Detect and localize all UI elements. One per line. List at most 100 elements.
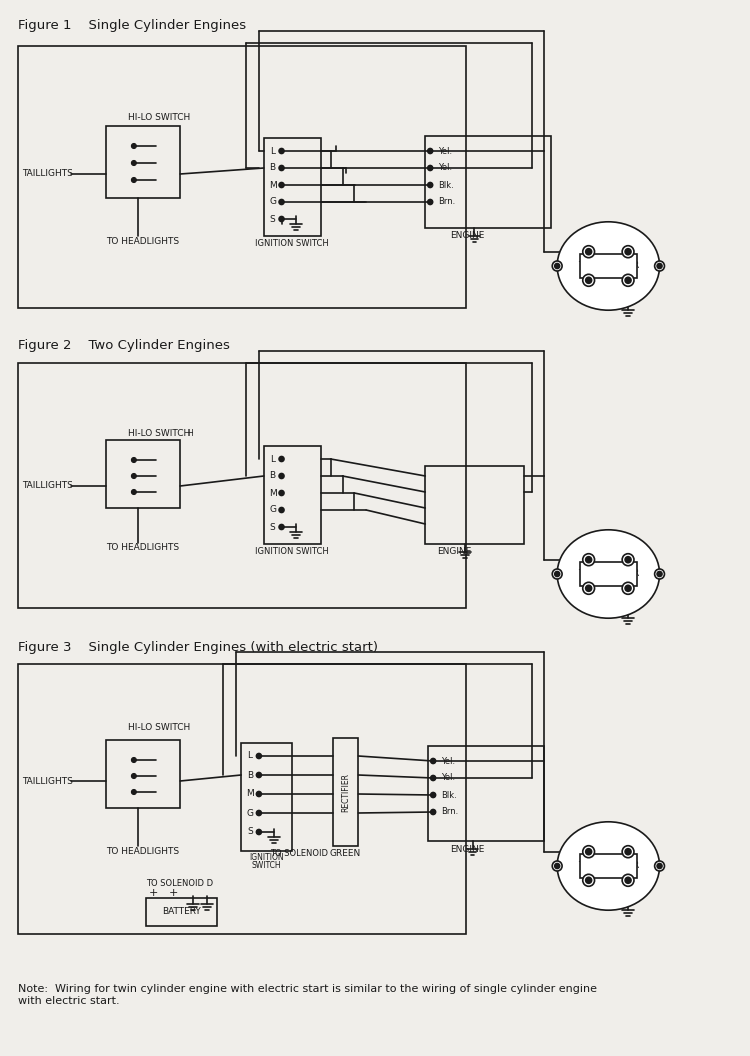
Circle shape	[586, 278, 592, 283]
Text: D: D	[586, 863, 592, 871]
Bar	[18, 46, 466, 308]
Text: Yel.: Yel.	[438, 147, 452, 155]
Text: M: M	[246, 790, 254, 798]
Circle shape	[256, 830, 261, 834]
Circle shape	[279, 166, 284, 170]
Circle shape	[552, 261, 562, 271]
Text: +: +	[169, 888, 178, 898]
Text: B: B	[269, 164, 276, 172]
Circle shape	[279, 216, 284, 222]
Text: C: C	[626, 262, 631, 271]
Ellipse shape	[557, 222, 659, 310]
Text: TACHOMETER: TACHOMETER	[578, 569, 639, 579]
Circle shape	[131, 473, 136, 478]
Circle shape	[586, 849, 592, 854]
Text: Figure 3    Single Cylinder Engines (with electric start): Figure 3 Single Cylinder Engines (with e…	[18, 641, 378, 655]
Text: S: S	[248, 828, 253, 836]
Text: TAILLIGHTS: TAILLIGHTS	[22, 170, 73, 178]
Text: D: D	[586, 262, 592, 271]
Circle shape	[430, 792, 436, 797]
Circle shape	[279, 525, 284, 529]
Circle shape	[657, 264, 662, 268]
Circle shape	[657, 571, 662, 577]
Text: GREEN: GREEN	[330, 849, 362, 859]
Text: A: A	[586, 569, 592, 578]
Text: IGNITION SWITCH: IGNITION SWITCH	[256, 240, 329, 248]
Text: L: L	[248, 752, 253, 760]
Text: M: M	[268, 489, 277, 497]
Circle shape	[625, 878, 631, 883]
Text: Brn.: Brn.	[438, 197, 455, 207]
Circle shape	[622, 582, 634, 595]
Bar	[264, 446, 321, 544]
Circle shape	[622, 553, 634, 566]
Text: B: B	[626, 261, 631, 269]
Bar	[580, 254, 637, 278]
Text: B: B	[626, 569, 631, 578]
Circle shape	[583, 275, 595, 286]
Circle shape	[131, 773, 136, 778]
Text: Note:  Wiring for twin cylinder engine with electric start is similar to the wir: Note: Wiring for twin cylinder engine wi…	[18, 984, 597, 1005]
Text: B: B	[269, 471, 276, 480]
Text: TAILLIGHTS: TAILLIGHTS	[22, 776, 73, 786]
Text: SWITCH: SWITCH	[252, 862, 281, 870]
Text: RECTIFIER: RECTIFIER	[341, 773, 350, 811]
Text: G: G	[269, 197, 276, 207]
Circle shape	[279, 149, 284, 153]
Circle shape	[279, 508, 284, 512]
Text: H: H	[187, 430, 193, 438]
Text: Figure 2    Two Cylinder Engines: Figure 2 Two Cylinder Engines	[18, 339, 229, 353]
Circle shape	[131, 161, 136, 166]
Circle shape	[555, 864, 560, 868]
Circle shape	[583, 553, 595, 566]
Bar	[146, 898, 217, 926]
Circle shape	[131, 790, 136, 794]
Circle shape	[279, 183, 284, 188]
Text: IGNITION: IGNITION	[250, 853, 284, 863]
Text: G: G	[269, 506, 276, 514]
Text: +: +	[149, 888, 158, 898]
Circle shape	[430, 775, 436, 780]
Text: HI-LO SWITCH: HI-LO SWITCH	[128, 430, 190, 438]
Bar	[18, 363, 466, 608]
Circle shape	[625, 585, 631, 591]
Ellipse shape	[557, 822, 659, 910]
Bar	[428, 746, 544, 841]
Circle shape	[622, 874, 634, 886]
Text: TO HEADLIGHTS: TO HEADLIGHTS	[106, 237, 179, 245]
Text: Blk.: Blk.	[438, 181, 454, 189]
Text: TO HEADLIGHTS: TO HEADLIGHTS	[106, 847, 179, 855]
Circle shape	[622, 275, 634, 286]
Text: L: L	[270, 454, 275, 464]
Text: S: S	[270, 523, 275, 531]
Circle shape	[625, 557, 631, 563]
Bar	[580, 562, 637, 586]
Circle shape	[552, 861, 562, 871]
Circle shape	[131, 490, 136, 494]
Circle shape	[131, 177, 136, 183]
Circle shape	[583, 582, 595, 595]
Text: B: B	[247, 771, 253, 779]
Text: ENGINE: ENGINE	[450, 845, 484, 853]
Text: TACHOMETER: TACHOMETER	[578, 262, 639, 270]
Text: A: A	[586, 861, 592, 870]
Circle shape	[279, 200, 284, 205]
Text: L: L	[270, 147, 275, 155]
Text: M: M	[268, 181, 277, 189]
Text: HI-LO SWITCH: HI-LO SWITCH	[128, 113, 190, 122]
Circle shape	[256, 792, 261, 796]
Circle shape	[655, 261, 664, 271]
Circle shape	[583, 874, 595, 886]
Text: TO SOLENOID D: TO SOLENOID D	[146, 880, 213, 888]
Bar	[580, 854, 637, 878]
Text: Brn.: Brn.	[441, 808, 458, 816]
Text: C: C	[626, 570, 631, 580]
Circle shape	[552, 569, 562, 579]
Text: G: G	[247, 809, 254, 817]
Circle shape	[427, 183, 433, 188]
Circle shape	[583, 846, 595, 857]
Circle shape	[625, 278, 631, 283]
Text: D: D	[586, 570, 592, 580]
Bar	[425, 466, 524, 544]
Text: IGNITION SWITCH: IGNITION SWITCH	[256, 547, 329, 557]
